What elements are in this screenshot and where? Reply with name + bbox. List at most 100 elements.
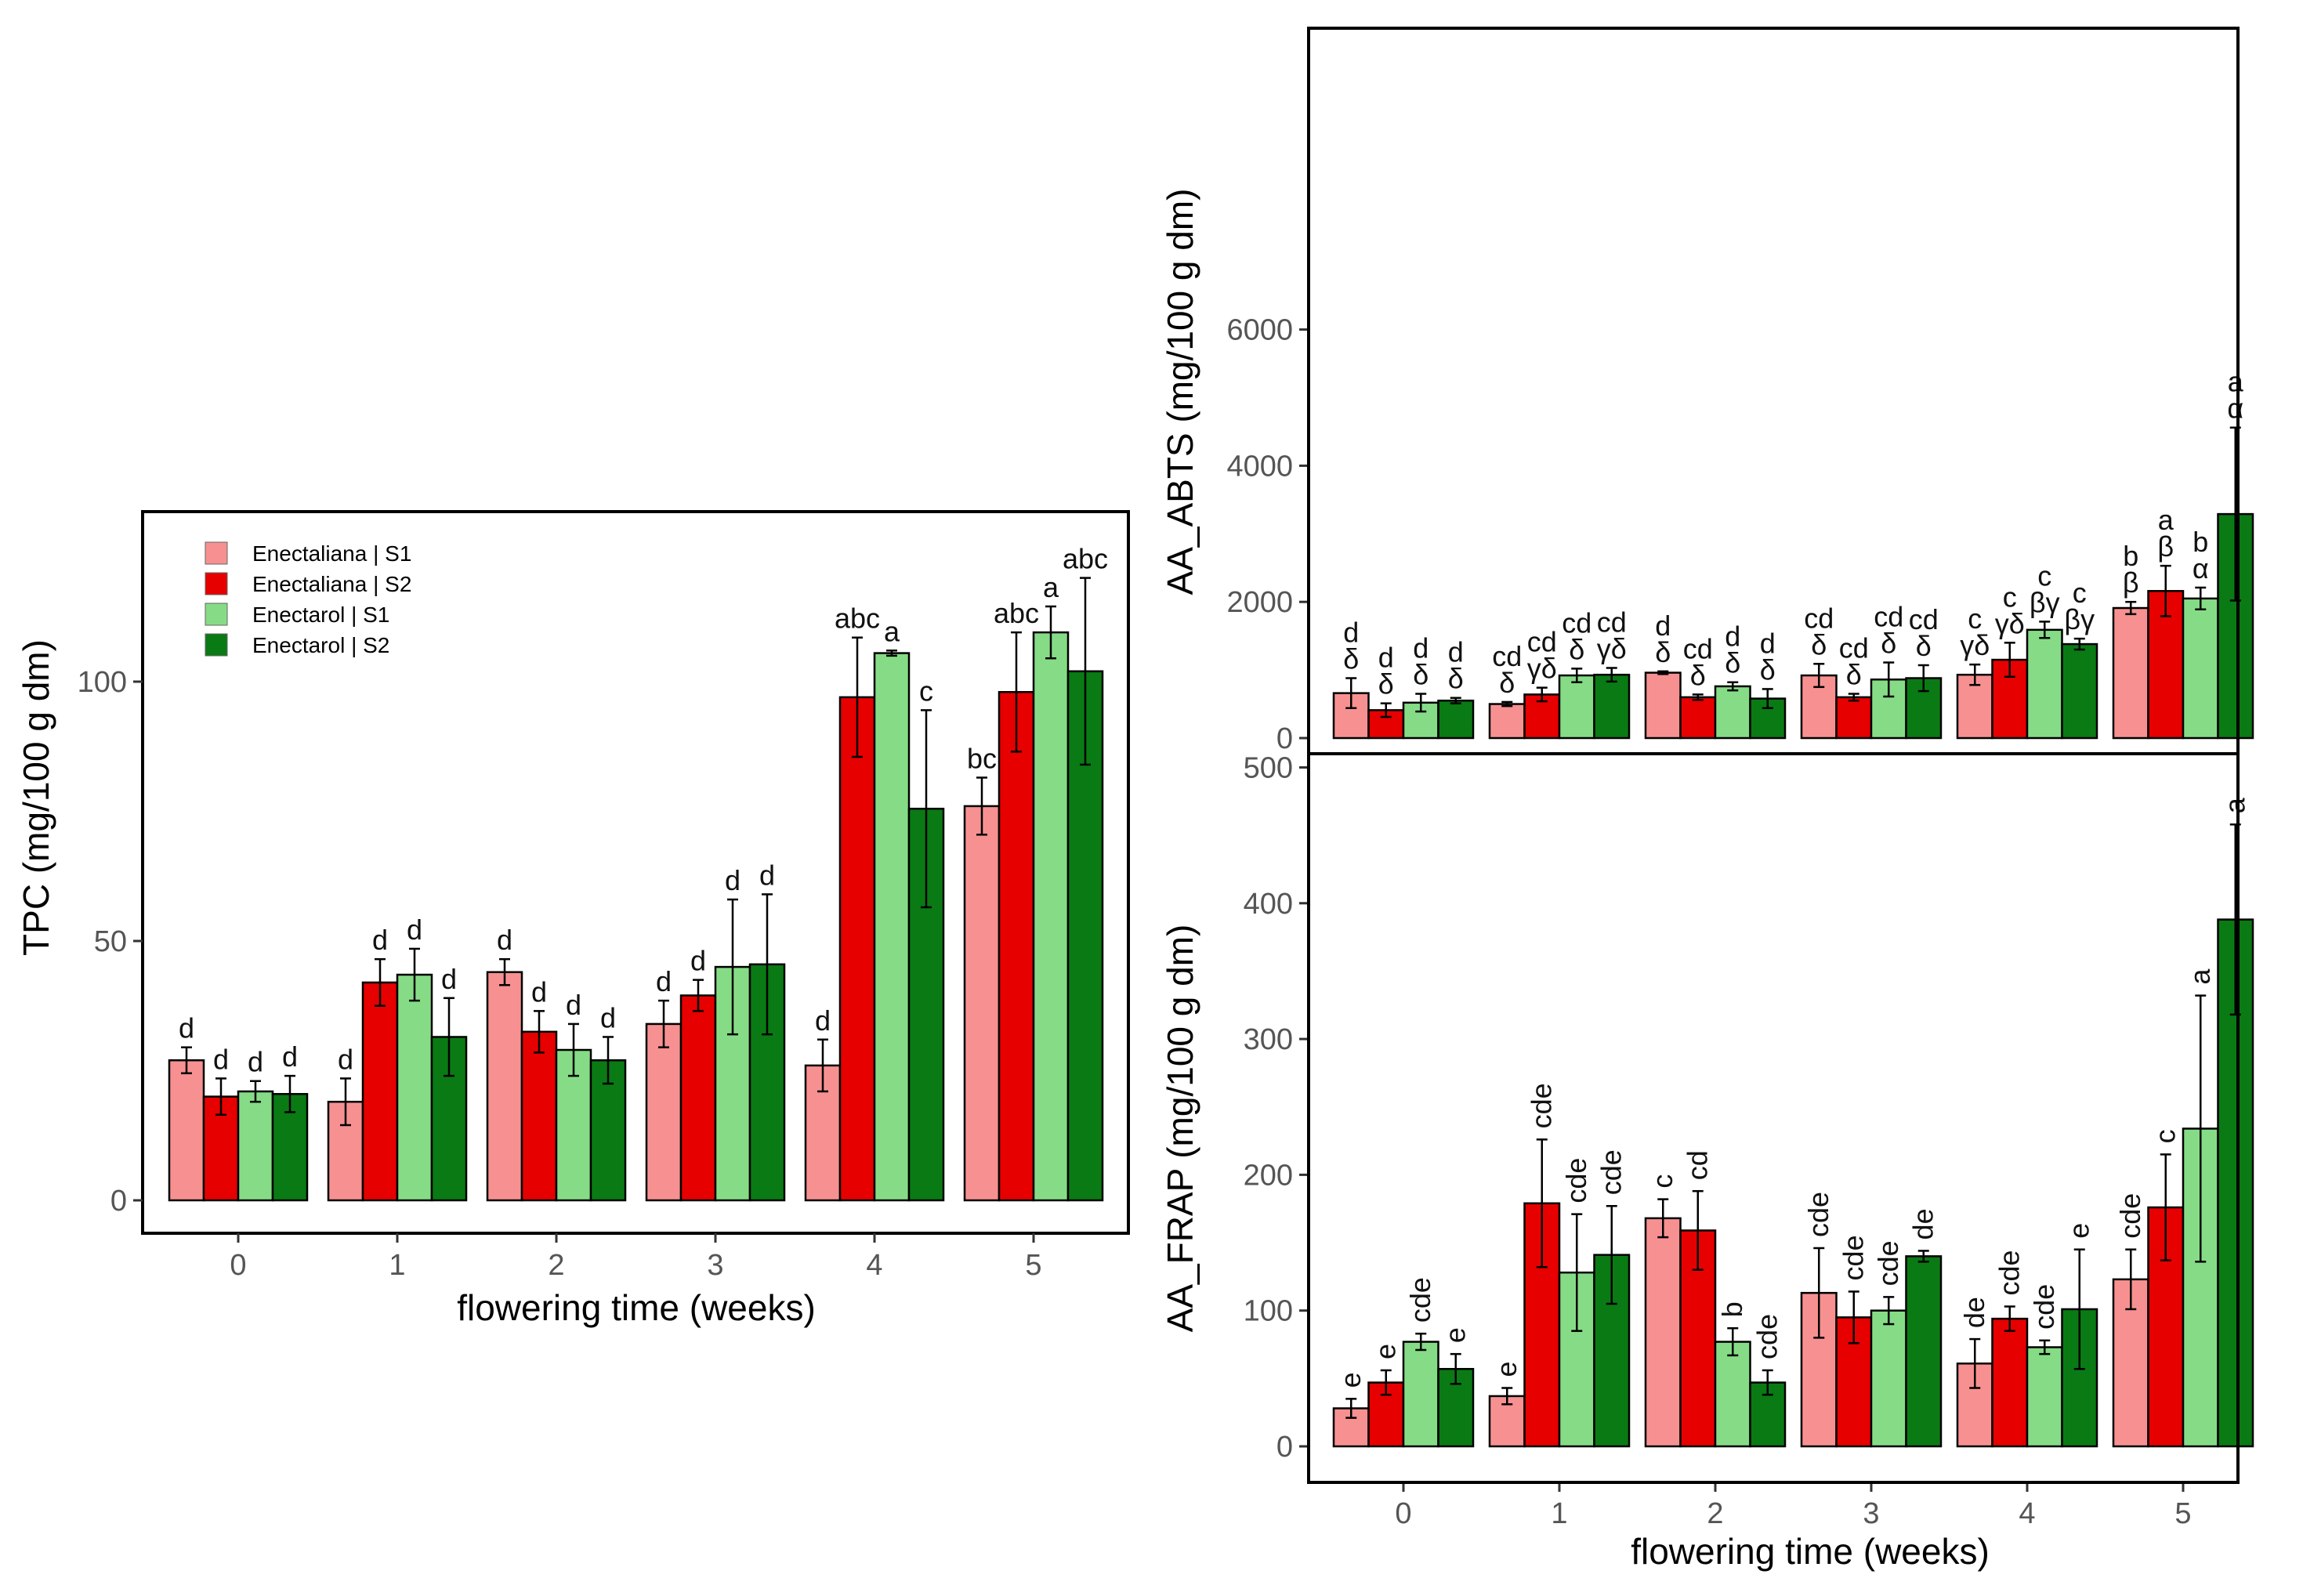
abts-significance-label: d (1343, 617, 1359, 649)
tpc-bar-enectarol-s1-week-4 (873, 652, 911, 1202)
tpc-significance-label: abc (835, 603, 880, 635)
abts-significance-label: δ (1916, 630, 1932, 662)
abts-significance-label: α (2193, 552, 2209, 584)
abts-significance-label: cd (1562, 606, 1591, 639)
abts-bar-enectaliana-s2-week-1 (1523, 693, 1561, 740)
frap-significance-label: e (2063, 1223, 2095, 1239)
tpc-bar-enectaliana-s1-week-0 (168, 1059, 205, 1202)
abts-bar-enectarol-s1-week-1 (1558, 674, 1595, 740)
abts-significance-label: δ (1846, 659, 1862, 691)
abts-significance-label: βγ (2064, 603, 2095, 635)
frap-y-tick-label: 100 (1244, 1295, 1293, 1328)
legend-swatch-enectarol-s2 (205, 633, 228, 657)
frap-significance-label: e (1334, 1372, 1367, 1388)
abts-bar-enectarol-s1-week-5 (2182, 597, 2219, 740)
legend-label-enectarol-s1: Enectarol | S1 (252, 603, 389, 627)
tpc-significance-label: d (497, 924, 512, 956)
frap-y-tick-label: 500 (1244, 752, 1293, 785)
tpc-significance-label: d (531, 975, 547, 1008)
abts-significance-label: cd (1683, 632, 1713, 664)
legend-label-enectaliana-s1: Enectaliana | S1 (252, 541, 411, 566)
abts-significance-label: γδ (1527, 653, 1557, 685)
frap-x-tick-label: 0 (1395, 1497, 1411, 1530)
tpc-significance-label: d (179, 1012, 194, 1044)
frap-bar-enectaliana-s1-week-2 (1644, 1217, 1682, 1448)
tpc-significance-label: d (815, 1004, 831, 1037)
abts-bar-enectarol-s1-week-2 (1714, 685, 1751, 740)
tpc-bar-enectaliana-s2-week-2 (520, 1030, 558, 1202)
abts-significance-label: δ (1690, 659, 1706, 691)
frap-y-tick-label: 300 (1244, 1023, 1293, 1056)
frap-significance-label: cde (1838, 1235, 1870, 1280)
abts-bar-enectaliana-s2-week-3 (1835, 696, 1873, 740)
tpc-significance-label: d (407, 914, 422, 946)
abts-significance-label: c (2037, 559, 2051, 592)
abts-significance-label: c (2073, 577, 2087, 609)
tpc-bar-enectaliana-s1-week-3 (645, 1022, 683, 1202)
tpc-legend: Enectaliana | S1 Enectaliana | S2 Enecta… (205, 541, 411, 657)
frap-significance-label: e (1439, 1327, 1472, 1343)
abts-significance-label: γδ (1597, 632, 1627, 664)
frap-significance-label: cde (1595, 1149, 1628, 1195)
abts-significance-label: d (1725, 621, 1740, 653)
legend-swatch-enectaliana-s2 (205, 572, 228, 595)
frap-x-tick-label: 1 (1551, 1497, 1567, 1530)
tpc-y-tick-label: 50 (94, 925, 127, 958)
legend-swatch-enectaliana-s1 (205, 541, 228, 565)
abts-significance-label: cd (1874, 601, 1903, 633)
legend-swatch-enectarol-s1 (205, 603, 228, 626)
frap-y-axis-title: AA_FRAP (mg/100 g dm) (1160, 925, 1200, 1333)
tpc-y-axis-title: TPC (mg/100 g dm) (16, 639, 56, 956)
abts-bar-enectarol-s2-week-1 (1593, 673, 1631, 740)
tpc-significance-label: d (372, 924, 388, 956)
abts-bar-enectaliana-s1-week-5 (2112, 606, 2149, 740)
abts-y-tick-label: 4000 (1226, 450, 1293, 483)
frap-significance-label: c (2149, 1129, 2182, 1143)
right-panels-frame (1307, 27, 2240, 1484)
frap-significance-label: a (2219, 797, 2251, 813)
tpc-significance-label: d (213, 1043, 229, 1075)
frap-significance-label: a (2184, 968, 2216, 985)
tpc-bar-enectarol-s2-week-1 (430, 1036, 468, 1202)
abts-significance-label: d (1378, 642, 1394, 674)
abts-bar-enectarol-s2-week-0 (1437, 699, 1475, 740)
abts-significance-label: δ (1413, 659, 1429, 691)
legend-label-enectaliana-s2: Enectaliana | S2 (252, 572, 411, 596)
tpc-significance-label: d (441, 963, 457, 995)
abts-significance-label: δ (1655, 636, 1671, 668)
abts-significance-label: βγ (2030, 586, 2060, 618)
tpc-x-axis-title: flowering time (weeks) (457, 1287, 816, 1328)
frap-bar-enectarol-s1-week-0 (1402, 1341, 1439, 1448)
tpc-bar-enectaliana-s1-week-5 (963, 805, 1001, 1202)
tpc-bar-enectaliana-s2-week-4 (838, 696, 876, 1202)
frap-significance-label: c (1646, 1174, 1678, 1189)
tpc-significance-label: d (690, 945, 706, 977)
abts-significance-label: δ (1448, 663, 1464, 695)
tpc-significance-label: d (600, 1001, 616, 1033)
abts-significance-label: β (2123, 566, 2139, 599)
tpc-significance-label: d (248, 1046, 263, 1078)
frap-x-axis-title: flowering time (weeks) (1631, 1531, 1990, 1572)
tpc-significance-label: a (884, 615, 900, 647)
tpc-significance-label: bc (967, 742, 997, 774)
tpc-significance-label: d (725, 864, 741, 896)
abts-significance-label: δ (1378, 668, 1394, 700)
tpc-x-tick-label: 1 (389, 1249, 405, 1282)
tpc-significance-label: a (1043, 571, 1059, 603)
frap-bar-enectarol-s1-week-4 (2026, 1346, 2063, 1448)
tpc-significance-label: d (282, 1040, 298, 1073)
abts-significance-label: δ (1760, 653, 1776, 686)
tpc-x-tick-label: 4 (866, 1249, 882, 1282)
abts-significance-label: cd (1492, 640, 1522, 672)
abts-y-tick-label: 2000 (1226, 586, 1293, 619)
frap-significance-label: cde (1404, 1277, 1436, 1323)
abts-significance-label: d (1448, 636, 1464, 668)
abts-significance-label: cd (1527, 626, 1557, 658)
abts-significance-label: δ (1343, 643, 1359, 675)
tpc-significance-label: d (759, 859, 775, 891)
abts-significance-label: β (2157, 530, 2174, 563)
tpc-significance-label: abc (1063, 543, 1108, 575)
abts-bar-enectaliana-s1-week-2 (1644, 671, 1682, 740)
frap-significance-label: de (1907, 1208, 1939, 1240)
frap-y-tick-label: 200 (1244, 1159, 1293, 1192)
